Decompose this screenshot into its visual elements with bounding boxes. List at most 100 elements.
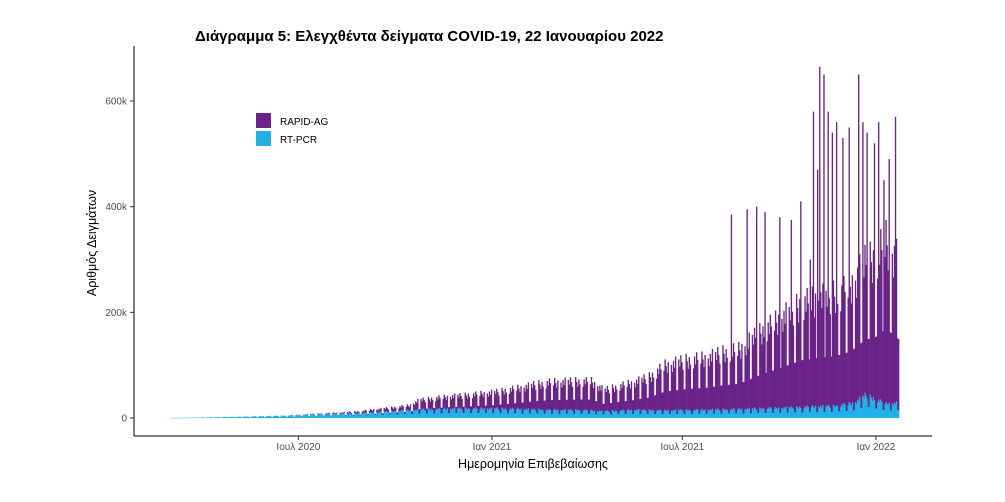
bar-rt-pcr (514, 413, 516, 418)
bar-rapid-ag (759, 322, 761, 408)
bar-rapid-ag (480, 390, 482, 408)
bar-rt-pcr (846, 410, 848, 418)
bar-rapid-ag (724, 362, 726, 411)
bar-rapid-ag (560, 382, 562, 411)
bar-rapid-ag (561, 387, 563, 412)
bar-rapid-ag (723, 353, 725, 410)
bar-rt-pcr (376, 412, 378, 418)
bar-rapid-ag (335, 413, 337, 415)
bar-rt-pcr (733, 409, 736, 418)
bar-rapid-ag (477, 405, 479, 414)
legend-swatch-rt-pcr (256, 131, 271, 146)
bar-rapid-ag (447, 407, 450, 414)
bar-rapid-ag (616, 389, 618, 412)
bar-rt-pcr (575, 409, 577, 418)
bar-rapid-ag (799, 298, 801, 407)
bar-rapid-ag (779, 217, 781, 413)
bar-rt-pcr (669, 414, 672, 418)
bar-rapid-ag (542, 386, 544, 411)
bar-rapid-ag (674, 356, 677, 410)
bar-rapid-ag (739, 350, 741, 410)
bar-rapid-ag (798, 322, 800, 409)
bar-rapid-ag (845, 353, 847, 412)
bar-rapid-ag (871, 282, 874, 401)
bar-rapid-ag (312, 413, 314, 415)
bar-rt-pcr (534, 409, 536, 418)
y-tick-label: 0 (121, 414, 127, 425)
bar-rt-pcr (328, 414, 331, 418)
bar-rt-pcr (752, 409, 755, 418)
bar-rt-pcr (668, 414, 671, 418)
bar-rapid-ag (422, 397, 424, 409)
bar-rapid-ag (704, 355, 706, 410)
bar-rt-pcr (564, 409, 566, 418)
bar-rapid-ag (464, 392, 466, 408)
bar-rt-pcr (615, 410, 617, 418)
bar-rapid-ag (495, 394, 497, 410)
bar-rt-pcr (602, 414, 604, 418)
bar-rt-pcr (332, 414, 334, 418)
bar-rt-pcr (563, 410, 565, 418)
bar-rt-pcr (570, 410, 573, 418)
bar-rapid-ag (338, 415, 340, 416)
bar-rt-pcr (768, 409, 770, 418)
bar-rapid-ag (486, 393, 489, 409)
bar-rapid-ag (494, 390, 496, 409)
bar-rapid-ag (329, 415, 332, 417)
bar-rapid-ag (343, 411, 345, 414)
bar-rt-pcr (674, 409, 677, 418)
bar-rt-pcr (455, 413, 457, 418)
bar-rt-pcr (844, 404, 846, 418)
bar-rt-pcr (740, 410, 742, 418)
bar-rt-pcr (223, 417, 225, 418)
bar-rapid-ag (505, 392, 507, 410)
bar-rapid-ag (595, 401, 597, 415)
bar-rt-pcr (298, 415, 300, 418)
bar-rapid-ag (403, 412, 405, 415)
bar-rapid-ag (385, 407, 388, 411)
bar-rt-pcr (408, 411, 411, 418)
bar-rapid-ag (851, 275, 854, 403)
bar-rapid-ag (714, 351, 717, 410)
bar-rapid-ag (879, 264, 881, 403)
bar-rt-pcr (606, 410, 608, 418)
bar-rapid-ag (671, 371, 674, 412)
bar-rt-pcr (611, 410, 614, 418)
bar-rapid-ag (443, 394, 445, 408)
bar-rt-pcr (600, 411, 602, 418)
bar-rt-pcr (384, 412, 386, 418)
bar-rapid-ag (409, 404, 412, 410)
bar-rt-pcr (394, 410, 396, 418)
bar-rapid-ag (404, 412, 406, 415)
bar-rapid-ag (466, 398, 469, 410)
bar-rt-pcr (273, 415, 275, 418)
bar-rapid-ag (374, 413, 376, 416)
bar-rt-pcr (886, 403, 888, 418)
bar-rapid-ag (450, 399, 453, 411)
bar-rt-pcr (693, 409, 696, 418)
bar-rapid-ag (400, 407, 402, 412)
bar-rt-pcr (864, 392, 866, 418)
bar-rt-pcr (826, 407, 828, 418)
bar-rt-pcr (580, 413, 582, 418)
x-axis-ticks: Ιουλ 2020 Ιαν 2021 Ιουλ 2021 Ιαν 2022 (276, 436, 896, 453)
bar-rt-pcr (403, 414, 405, 418)
bar-rt-pcr (804, 406, 806, 418)
bar-rapid-ag (396, 412, 398, 415)
bar-rapid-ag (789, 320, 791, 409)
bar-rt-pcr (342, 414, 344, 418)
bar-rt-pcr (689, 410, 692, 418)
bar-rt-pcr (500, 413, 502, 418)
bar-rt-pcr (440, 413, 442, 418)
bar-rapid-ag (702, 359, 704, 411)
bar-rt-pcr (379, 412, 381, 418)
bar-rapid-ag (681, 362, 683, 411)
bar-rt-pcr (588, 414, 591, 418)
bar-rt-pcr (571, 411, 574, 418)
bar-rt-pcr (364, 412, 366, 418)
bar-rapid-ag (729, 361, 732, 411)
bar-rt-pcr (338, 415, 340, 418)
bar-rapid-ag (751, 334, 754, 409)
bar-rapid-ag (596, 401, 598, 415)
bar-rapid-ag (578, 379, 580, 410)
